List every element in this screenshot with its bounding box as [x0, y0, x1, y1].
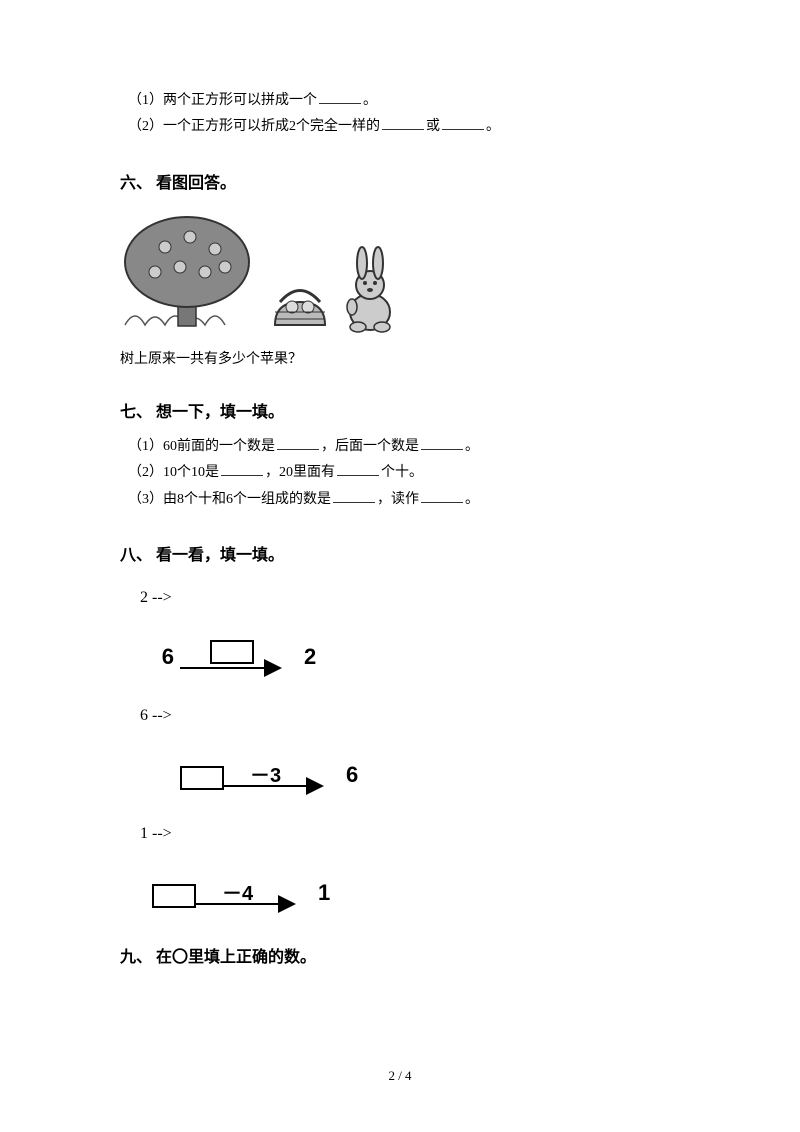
text: （2）10个10是	[128, 465, 219, 480]
q5-line2-mid: 或	[426, 119, 440, 134]
text: ，20里面有	[265, 465, 335, 480]
blank	[221, 462, 263, 476]
text: （3）由8个十和6个一组成的数是	[128, 492, 331, 507]
s7-line2: （2）10个10是 ，20里面有 个十。	[128, 462, 680, 484]
q5-line2: （2）一个正方形可以折成2个完全一样的 或 。	[128, 116, 680, 138]
arrow-label: －3	[250, 759, 281, 788]
blank	[421, 489, 463, 503]
section8-header: 八、 看一看，填一填。	[120, 541, 680, 565]
text: ，后面一个数是	[321, 439, 419, 454]
q5-line1-prefix: （1）两个正方形可以拼成一个	[128, 93, 317, 108]
section7-header: 七、 想一下，填一填。	[120, 398, 680, 422]
tree-rabbit-illustration	[120, 207, 420, 337]
num-after: 2	[304, 644, 316, 670]
text: 。	[465, 492, 479, 507]
q5-line2-prefix: （2）一个正方形可以折成2个完全一样的	[128, 119, 380, 134]
section6-caption: 树上原来一共有多少个苹果？	[120, 348, 680, 368]
blank	[277, 436, 319, 450]
arrow-row-3: －4 1	[140, 875, 680, 911]
blank	[319, 90, 361, 104]
num-before: 6	[140, 644, 174, 670]
page-footer: 2 / 4	[0, 1068, 800, 1084]
blank	[382, 116, 424, 130]
section6-image: 树上原来一共有多少个苹果？	[120, 207, 680, 368]
num-after: 6	[346, 762, 358, 788]
s7-line3: （3）由8个十和6个一组成的数是 ，读作 。	[128, 489, 680, 511]
section8-diagram: 2 --> 6 2 6 --> －3 6 1 --> －4 1	[140, 589, 680, 911]
text: 个十。	[381, 465, 423, 480]
s7-line1: （1）60前面的一个数是 ，后面一个数是 。	[128, 436, 680, 458]
blank	[333, 489, 375, 503]
arrow-line: －3	[222, 785, 322, 787]
arrow-line	[180, 667, 280, 669]
arrow-label: －4	[222, 877, 253, 906]
section6-header: 六、 看图回答。	[120, 169, 680, 193]
q5-line1-suffix: 。	[363, 93, 377, 108]
arrow-row-2: －3 6	[140, 757, 680, 793]
blank	[421, 436, 463, 450]
q5-line2-suffix: 。	[486, 119, 500, 134]
text: 。	[465, 439, 479, 454]
text: ，读作	[377, 492, 419, 507]
blank	[442, 116, 484, 130]
arrow-row-1: 6 2	[140, 639, 680, 675]
num-after: 1	[318, 880, 330, 906]
text: （1）60前面的一个数是	[128, 439, 275, 454]
fill-box	[180, 766, 224, 790]
section9-header: 九、 在〇里填上正确的数。	[120, 943, 680, 967]
arrow-line: －4	[194, 903, 294, 905]
fill-box	[210, 640, 254, 664]
q5-line1: （1）两个正方形可以拼成一个 。	[128, 90, 680, 112]
fill-box	[152, 884, 196, 908]
blank	[337, 462, 379, 476]
